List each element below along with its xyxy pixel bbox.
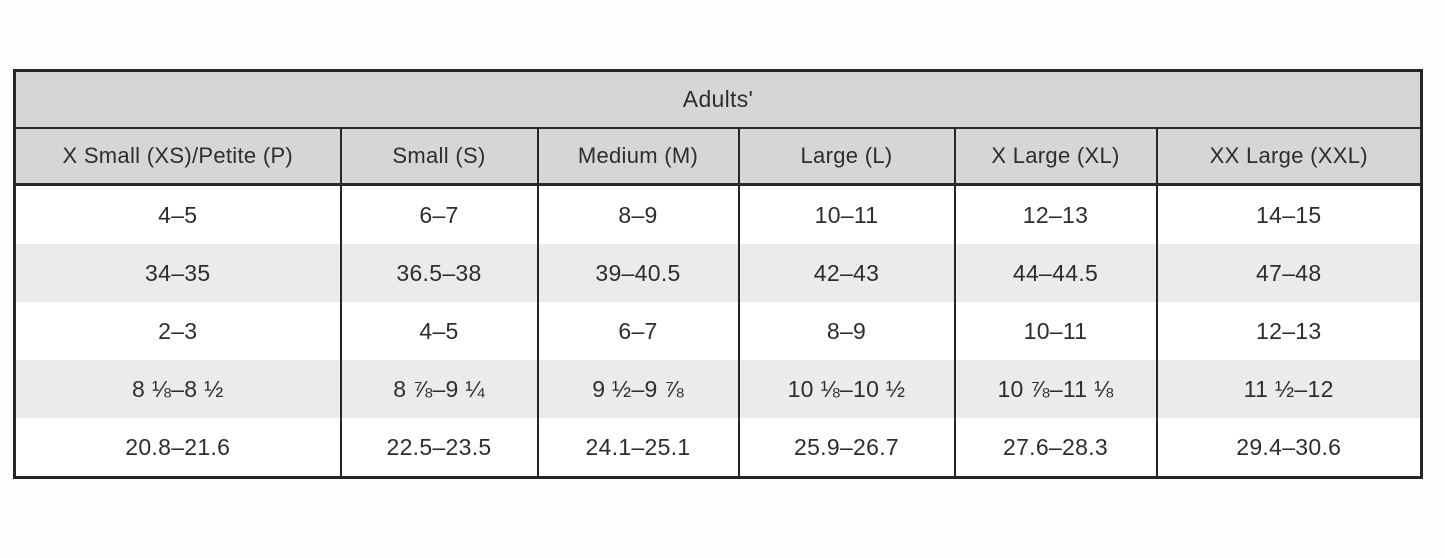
table-cell: 4–5 bbox=[339, 302, 539, 360]
table-cell: 10–11 bbox=[953, 302, 1158, 360]
table-cell: 4–5 bbox=[13, 184, 342, 244]
table-cell: 8 ⅛–8 ½ bbox=[13, 360, 342, 418]
table-cell: 36.5–38 bbox=[339, 244, 539, 302]
table-cell: 25.9–26.7 bbox=[737, 418, 956, 478]
table-cell: 47–48 bbox=[1155, 244, 1423, 302]
table-cell: 39–40.5 bbox=[536, 244, 740, 302]
table-cell: 8–9 bbox=[536, 184, 740, 244]
table-cell: 27.6–28.3 bbox=[953, 418, 1158, 478]
table-row-inches: 8 ⅛–8 ½ 8 ⅞–9 ¼ 9 ½–9 ⅞ 10 ⅛–10 ½ 10 ⅞–1… bbox=[13, 360, 1423, 418]
table-cell: 12–13 bbox=[953, 184, 1158, 244]
table-cell: 9 ½–9 ⅞ bbox=[536, 360, 740, 418]
column-header-row: X Small (XS)/Petite (P) Small (S) Medium… bbox=[13, 128, 1423, 186]
table-cell: 14–15 bbox=[1155, 184, 1423, 244]
table-cell: 8–9 bbox=[737, 302, 956, 360]
table-cell: 10 ⅛–10 ½ bbox=[737, 360, 956, 418]
column-header-medium: Medium (M) bbox=[536, 128, 740, 186]
table-cell: 20.8–21.6 bbox=[13, 418, 342, 478]
table-cell: 34–35 bbox=[13, 244, 342, 302]
table-cell: 8 ⅞–9 ¼ bbox=[339, 360, 539, 418]
table-row-us-size: 4–5 6–7 8–9 10–11 12–13 14–15 bbox=[13, 184, 1423, 244]
table-cell: 42–43 bbox=[737, 244, 956, 302]
table-cell: 6–7 bbox=[536, 302, 740, 360]
column-header-xsmall: X Small (XS)/Petite (P) bbox=[13, 128, 342, 186]
table-cell: 44–44.5 bbox=[953, 244, 1158, 302]
table-cell: 29.4–30.6 bbox=[1155, 418, 1423, 478]
column-header-xxlarge: XX Large (XXL) bbox=[1155, 128, 1423, 186]
table-cell: 24.1–25.1 bbox=[536, 418, 740, 478]
table-cell: 10–11 bbox=[737, 184, 956, 244]
table-cell: 12–13 bbox=[1155, 302, 1423, 360]
table-cell: 10 ⅞–11 ⅛ bbox=[953, 360, 1158, 418]
table-cell: 2–3 bbox=[13, 302, 342, 360]
column-header-small: Small (S) bbox=[339, 128, 539, 186]
table-title: Adults' bbox=[14, 70, 1422, 129]
column-header-large: Large (L) bbox=[737, 128, 956, 186]
table-row-uk-size: 2–3 4–5 6–7 8–9 10–11 12–13 bbox=[13, 302, 1423, 360]
adult-size-chart-table: Adults' X Small (XS)/Petite (P) Small (S… bbox=[13, 69, 1424, 479]
table-cell: 11 ½–12 bbox=[1155, 360, 1423, 418]
table-row-cm: 20.8–21.6 22.5–23.5 24.1–25.1 25.9–26.7 … bbox=[13, 418, 1423, 478]
table-cell: 6–7 bbox=[339, 184, 539, 244]
column-header-xlarge: X Large (XL) bbox=[953, 128, 1158, 186]
table-row-eu-size: 34–35 36.5–38 39–40.5 42–43 44–44.5 47–4… bbox=[13, 244, 1423, 302]
table-title-row: Adults' bbox=[14, 70, 1422, 129]
table-cell: 22.5–23.5 bbox=[339, 418, 539, 478]
